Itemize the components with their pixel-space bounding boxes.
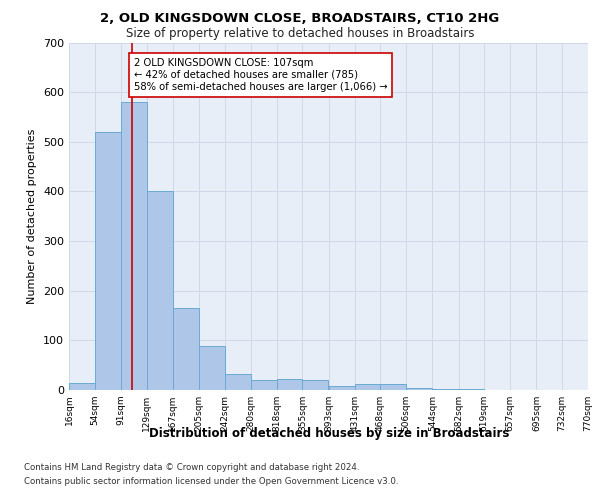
Text: Distribution of detached houses by size in Broadstairs: Distribution of detached houses by size … [149,428,509,440]
Bar [458,389,484,390]
Bar [224,374,251,390]
Bar [277,379,302,390]
Bar [251,380,277,390]
Y-axis label: Number of detached properties: Number of detached properties [28,128,37,304]
Text: Size of property relative to detached houses in Broadstairs: Size of property relative to detached ho… [126,28,474,40]
Bar [302,380,329,390]
Bar [121,102,147,390]
Bar [95,132,121,390]
Bar [173,308,199,390]
Bar [406,388,433,390]
Bar [199,346,224,390]
Bar [380,384,406,390]
Text: 2 OLD KINGSDOWN CLOSE: 107sqm
← 42% of detached houses are smaller (785)
58% of : 2 OLD KINGSDOWN CLOSE: 107sqm ← 42% of d… [134,58,388,92]
Text: 2, OLD KINGSDOWN CLOSE, BROADSTAIRS, CT10 2HG: 2, OLD KINGSDOWN CLOSE, BROADSTAIRS, CT1… [100,12,500,26]
Text: Contains public sector information licensed under the Open Government Licence v3: Contains public sector information licen… [24,478,398,486]
Bar [329,386,355,390]
Bar [147,192,173,390]
Text: Contains HM Land Registry data © Crown copyright and database right 2024.: Contains HM Land Registry data © Crown c… [24,462,359,471]
Bar [433,388,458,390]
Bar [355,384,380,390]
Bar [69,382,95,390]
